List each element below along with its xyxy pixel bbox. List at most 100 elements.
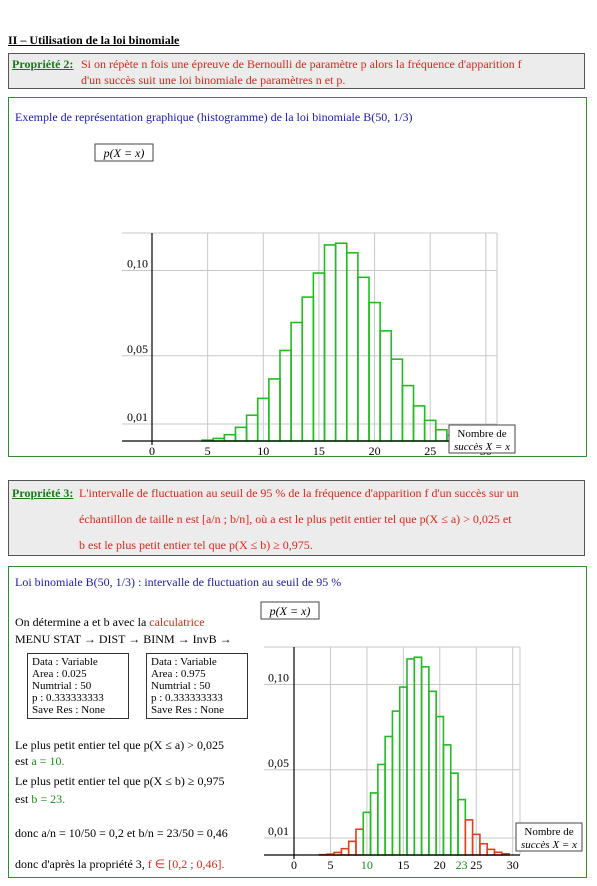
histogram-bar <box>268 378 281 442</box>
x-tick-label: 25 <box>424 444 436 456</box>
histogram-bar <box>223 433 237 442</box>
y-tick-label: 0,10 <box>127 257 148 271</box>
calc-b-line: p : 0.333333333 <box>151 692 223 704</box>
y-tick-label: 0,05 <box>127 342 148 356</box>
x-axis-label-box <box>448 424 516 454</box>
x-axis-label: Nombre de <box>457 428 506 440</box>
conclusion-prefix: donc d'après la propriété 3, <box>15 857 148 871</box>
histogram-bar <box>412 405 426 442</box>
x-tick-label: 10 <box>257 444 269 456</box>
x-axis-label: Nombre de <box>524 826 573 838</box>
y-tick-label: 0,05 <box>268 756 289 770</box>
example-histogram-box: Exemple de représentation graphique (his… <box>8 97 587 457</box>
histogram-bar <box>428 690 437 856</box>
x-tick-label: 30 <box>507 858 519 872</box>
histogram-bar <box>390 358 404 442</box>
x-axis-label-box <box>515 822 583 852</box>
fluctuation-interval-box: Loi binomiale B(50, 1/3) : intervalle de… <box>8 566 587 878</box>
example-caption: Exemple de représentation graphique (his… <box>15 110 413 124</box>
property-3-label: Propriété 3: <box>12 486 74 500</box>
y-tick-label: 0,10 <box>268 671 289 685</box>
menu-path: MENU STAT → DIST → BINM → InvB → <box>15 632 232 646</box>
property-2-box: Propriété 2: Si on répète n fois une épr… <box>8 53 585 89</box>
conclusion-result: f ∈ [0,2 ; 0,46]. <box>147 857 225 871</box>
histogram-bar <box>347 840 357 856</box>
histogram-bar <box>355 828 365 856</box>
fluctuation-histogram-chart: 0 5 10 15 20 23 25 30 0,01 0,05 0,10 p(X = x) Nombre… <box>260 601 583 872</box>
x-tick-label: 23 <box>456 858 468 872</box>
property-3-box: Propriété 3: L'intervalle de fluctuation… <box>8 480 585 556</box>
histogram-bar <box>413 656 423 856</box>
histogram-bar <box>345 251 359 442</box>
property-3-line1: L'intervalle de fluctuation au seuil de … <box>79 486 519 500</box>
histogram-bar <box>323 244 337 442</box>
calculator-screen-b: Data : Variable Area : 0.975 Numtrial : … <box>146 653 248 719</box>
histogram-bar <box>279 349 292 442</box>
calc-b-line: Area : 0.975 <box>151 668 206 680</box>
property-2-label: Propriété 2: <box>12 57 74 71</box>
histogram-bar <box>479 842 488 856</box>
x-axis-label: succès X = x <box>454 441 510 453</box>
section-title: II – Utilisation de la loi binomiale <box>8 33 180 47</box>
calc-a-line: Numtrial : 50 <box>32 680 92 692</box>
histogram-bar <box>369 792 379 856</box>
property-2-line1: Si on répète n fois une épreuve de Berno… <box>81 57 522 71</box>
y-axis-label: p(X = x) <box>269 604 311 618</box>
histogram-bar <box>245 414 259 442</box>
x-tick-label: 5 <box>327 858 333 872</box>
y-axis-label-box <box>94 143 154 162</box>
calc-a-line: Area : 0.025 <box>32 668 87 680</box>
property-2-line2: d'un succès suit une loi binomiale de pa… <box>81 73 346 87</box>
binomial-histogram-chart: 0510152025300,010,050,10p(X = x)Nombre d… <box>94 143 516 456</box>
calc-a-line: Data : Variable <box>32 656 98 668</box>
ratio-computation: donc a/n = 10/50 = 0,2 et b/n = 23/50 = … <box>15 826 228 840</box>
histogram-bar <box>406 658 416 856</box>
calculator-screen-a: Data : Variable Area : 0.025 Numtrial : … <box>27 653 129 719</box>
histogram-bar <box>457 798 467 856</box>
x-tick-label: 15 <box>313 444 325 456</box>
calc-b-line: Numtrial : 50 <box>151 680 211 692</box>
property-3-line2: échantillon de taille n est [a/n ; b/n],… <box>79 512 512 526</box>
histogram-bar <box>290 321 304 442</box>
a-value: a = 10. <box>31 754 65 768</box>
conclusion: donc d'après la propriété 3, f ∈ [0,2 ; … <box>15 857 225 872</box>
histogram-bar <box>340 847 350 856</box>
histogram-bar <box>449 772 459 856</box>
x-axis-label: succès X = x <box>521 839 577 851</box>
histogram-bar <box>384 735 394 856</box>
histogram-bar <box>442 744 452 856</box>
x-tick-label: 5 <box>205 444 211 456</box>
histogram-bar <box>486 848 496 856</box>
determine-calculator: calculatrice <box>149 615 205 629</box>
histogram-bar <box>391 710 401 856</box>
y-tick-label: 0,01 <box>268 824 289 838</box>
a-prefix: est <box>15 754 32 768</box>
histogram-bar <box>377 763 386 856</box>
y-tick-label: 0,01 <box>127 410 148 424</box>
x-tick-label: 20 <box>434 858 446 872</box>
x-tick-label: 0 <box>291 858 297 872</box>
b-result: est b = 23. <box>15 792 65 807</box>
determine-prefix: On détermine a et b avec la <box>15 615 150 629</box>
calc-b-line: Data : Variable <box>151 656 217 668</box>
histogram-bar <box>420 665 430 856</box>
a-result: est a = 10. <box>15 754 64 769</box>
histogram-bar <box>334 242 348 442</box>
part2-caption: Loi binomiale B(50, 1/3) : intervalle de… <box>15 575 342 589</box>
y-axis-label-box <box>260 601 320 620</box>
property-3-line3: b est le plus petit entier tel que p(X ≤… <box>79 538 313 552</box>
x-tick-label: 25 <box>470 858 482 872</box>
histogram-bar <box>464 819 474 856</box>
histogram-bar <box>234 426 248 442</box>
b-prefix: est <box>15 792 32 806</box>
x-tick-label: 0 <box>149 444 155 456</box>
histogram-bar <box>301 296 315 442</box>
calc-a-line: Save Res : None <box>32 704 106 716</box>
histogram-bar <box>434 428 448 442</box>
x-tick-label: 15 <box>397 858 409 872</box>
histogram-bar <box>357 276 370 442</box>
y-axis-label: p(X = x) <box>103 146 145 160</box>
a-sentence: Le plus petit entier tel que p(X ≤ a) > … <box>15 738 224 752</box>
b-sentence: Le plus petit entier tel que p(X ≤ b) ≥ … <box>15 774 225 788</box>
x-tick-label: 20 <box>369 444 381 456</box>
